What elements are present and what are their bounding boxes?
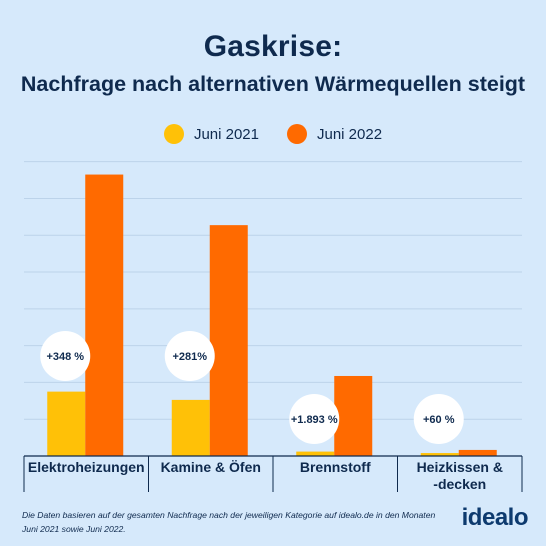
legend-label-2021: Juni 2021 — [193, 125, 259, 143]
category-label: Heizkissen & -decken — [417, 459, 503, 492]
growth-badge — [40, 331, 91, 381]
bar-2021-0 — [47, 391, 86, 456]
legend-swatch-2021 — [163, 124, 184, 144]
growth-badge — [413, 394, 464, 444]
growth-label: +348 % — [46, 351, 84, 363]
legend-item-2022: Juni 2022 — [287, 124, 382, 144]
growth-label: +1.893 % — [291, 414, 338, 426]
footnote: Die Daten basieren auf der gesamten Nach… — [22, 510, 436, 534]
legend-label-2022: Juni 2022 — [317, 125, 383, 143]
legend-item-2021: Juni 2021 — [163, 124, 259, 144]
legend: Juni 2021 Juni 2022 — [0, 124, 546, 144]
growth-badge — [289, 394, 340, 444]
bar-2021-3 — [420, 453, 459, 456]
category-label: Kamine & Öfen — [161, 459, 261, 475]
growth-label: +60 % — [423, 414, 455, 426]
idealo-logo: idealo — [461, 504, 529, 531]
bar-2022-2 — [334, 375, 373, 456]
bar-2022-0 — [85, 174, 124, 457]
bar-2021-2 — [296, 451, 335, 456]
bar-2022-3 — [458, 449, 497, 456]
chart-title: Gaskrise: — [203, 30, 343, 63]
growth-badge — [164, 331, 215, 381]
category-label: Brennstoff — [300, 459, 371, 475]
category-label: Elektroheizungen — [28, 459, 145, 475]
legend-swatch-2022 — [287, 124, 307, 144]
growth-label: +281% — [172, 351, 207, 363]
bar-2022-1 — [209, 225, 248, 456]
chart-subtitle: Nachfrage nach alternativen Wärmequellen… — [20, 72, 526, 96]
bar-2021-1 — [171, 399, 210, 456]
